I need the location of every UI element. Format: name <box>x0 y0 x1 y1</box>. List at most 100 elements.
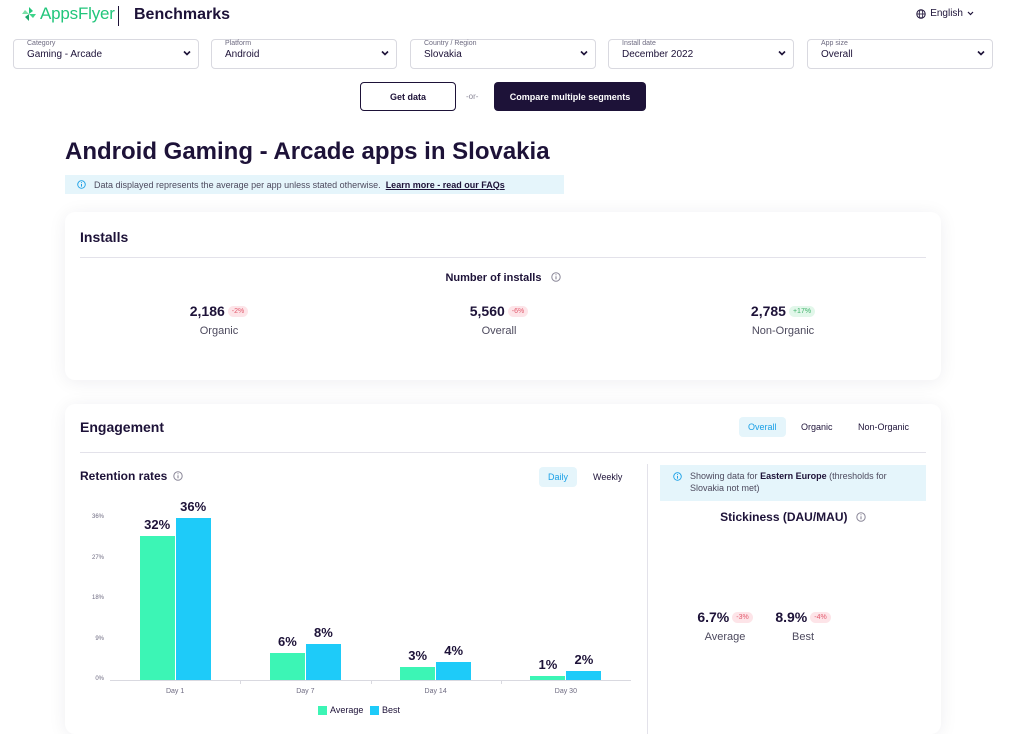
metric-label: Non-Organic <box>751 325 815 337</box>
info-banner: Data displayed represents the average pe… <box>65 175 564 194</box>
filter-value: Android <box>225 49 260 60</box>
tab-weekly[interactable]: Weekly <box>593 472 623 482</box>
installs-title: Installs <box>80 229 129 245</box>
info-icon[interactable] <box>550 272 561 282</box>
bar-average <box>269 653 305 680</box>
tab-non-organic[interactable]: Non-Organic <box>858 422 910 432</box>
header-divider <box>118 6 119 26</box>
installs-card: Installs Number of installs 2,186 -2% Org… <box>65 212 941 380</box>
y-tick-label: 36% <box>91 514 104 520</box>
bar-value-label: 1% <box>538 656 558 672</box>
tab-daily[interactable]: Daily <box>539 467 578 487</box>
bar-best <box>175 518 211 680</box>
bar-best <box>305 644 341 680</box>
stickiness-title-text: Stickiness (DAU/MAU) <box>720 510 848 524</box>
globe-icon <box>916 8 926 19</box>
x-axis-tick <box>370 680 372 684</box>
installs-subtitle-text: Number of installs <box>445 272 542 284</box>
metric-value: 5,560 <box>469 303 505 319</box>
info-banner-text: Data displayed represents the average pe… <box>94 179 381 190</box>
legend-label: Best <box>382 705 401 715</box>
region-note-prefix: Showing data for <box>690 471 758 481</box>
get-data-button[interactable]: Get data <box>360 82 456 111</box>
brand-name: AppsFlyer <box>40 4 115 23</box>
x-tick-label: Day 14 <box>424 688 447 695</box>
metric-label: Overall <box>481 325 517 337</box>
installs-organic: 2,186 -2% Organic <box>119 303 319 337</box>
bar-best <box>566 671 602 680</box>
filter-category[interactable]: Category Gaming - Arcade <box>13 39 199 69</box>
y-tick-label: 9% <box>95 635 104 642</box>
info-icon <box>77 180 86 189</box>
installs-non-organic: 2,785 +17% Non-Organic <box>683 303 883 337</box>
filter-value: Gaming - Arcade <box>27 49 103 60</box>
chevron-down-icon <box>967 11 974 16</box>
legend-item: Average <box>318 705 363 715</box>
chevron-down-icon <box>977 50 985 56</box>
info-icon[interactable] <box>856 512 866 522</box>
appsflyer-logo-icon <box>20 5 38 23</box>
region-note-suffix: (thresholds for Slovakia not met) <box>690 471 887 493</box>
language-label: English <box>930 8 963 19</box>
x-axis-tick <box>500 680 502 684</box>
info-icon[interactable] <box>173 471 184 481</box>
filter-label: Category <box>27 40 56 47</box>
bar-average <box>530 675 566 680</box>
chevron-down-icon <box>778 50 786 56</box>
bar-value-label: 32% <box>144 517 171 532</box>
appsflyer-logo[interactable]: AppsFlyer <box>20 4 115 24</box>
metric-label: Best <box>791 631 814 643</box>
chevron-down-icon <box>580 50 588 56</box>
filter-value: Slovakia <box>424 49 462 60</box>
bar-value-label: 2% <box>574 652 594 667</box>
x-tick-label: Day 7 <box>296 688 315 695</box>
bar-average <box>400 666 436 680</box>
filter-country[interactable]: Country / Region Slovakia <box>410 39 596 69</box>
retention-title-text: Retention rates <box>80 469 168 483</box>
tab-organic[interactable]: Organic <box>801 422 833 432</box>
retention-title: Retention rates <box>80 469 184 483</box>
filter-label: Platform <box>225 40 252 47</box>
tab-overall[interactable]: Overall <box>739 417 786 437</box>
column-divider <box>647 464 648 734</box>
region-note-region: Eastern Europe <box>760 471 827 481</box>
faq-link[interactable]: Learn more - read our FAQs <box>385 179 505 190</box>
x-axis-tick <box>240 680 242 684</box>
filter-value: December 2022 <box>622 49 694 60</box>
legend-swatch <box>318 705 327 715</box>
change-badge: -2% <box>227 306 249 317</box>
compare-segments-button[interactable]: Compare multiple segments <box>494 82 646 111</box>
or-separator: -or- <box>466 92 479 101</box>
filter-app-size[interactable]: App size Overall <box>807 39 993 69</box>
legend-label: Average <box>330 705 364 715</box>
change-badge: -4% <box>810 612 831 623</box>
bar-value-label: 3% <box>408 647 428 663</box>
filter-install-date[interactable]: Install date December 2022 <box>608 39 794 69</box>
metric-label: Average <box>704 631 746 643</box>
bar-value-label: 36% <box>180 499 207 514</box>
stickiness-title: Stickiness (DAU/MAU) <box>660 510 926 524</box>
y-tick-label: 0% <box>95 676 104 682</box>
product-title: Benchmarks <box>134 6 231 23</box>
filter-label: Install date <box>622 40 656 47</box>
chevron-down-icon <box>183 50 191 56</box>
metric-value: 8.9% <box>775 609 808 625</box>
filter-label: App size <box>821 40 848 47</box>
y-tick-label: 18% <box>91 595 104 601</box>
retention-chart: 36% 27% 18% 9% 0% 32% 36% Day 1 6% 8% Day 7 3% 4% Day… <box>65 404 655 734</box>
y-tick-label: 27% <box>91 554 104 561</box>
metric-label: Organic <box>199 325 239 337</box>
change-badge: +17% <box>788 306 816 317</box>
legend-item: Best <box>370 705 400 715</box>
bar-value-label: 4% <box>444 643 464 658</box>
metric-value: 2,186 <box>189 303 225 319</box>
x-tick-label: Day 1 <box>165 688 185 695</box>
installs-subtitle: Number of installs <box>65 272 941 284</box>
change-badge: -6% <box>507 306 529 317</box>
filter-platform[interactable]: Platform Android <box>211 39 397 69</box>
divider <box>80 452 926 453</box>
info-icon <box>673 472 682 481</box>
language-selector[interactable]: English <box>916 8 974 19</box>
stickiness-best: 8.9% -4% Best <box>753 609 853 643</box>
change-badge: -3% <box>732 612 753 623</box>
